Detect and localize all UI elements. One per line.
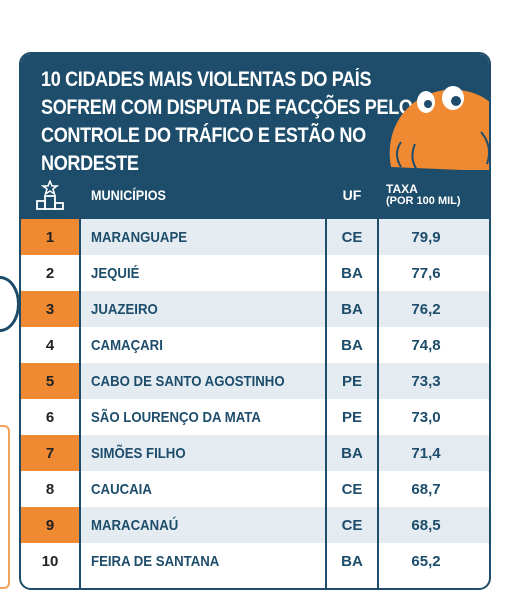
taxa-cell: 73,0 (411, 408, 441, 426)
table-row: 5 CABO DE SANTO AGOSTINHO PE 73,3 (21, 363, 489, 399)
uf-cell: BA (341, 264, 363, 282)
table-row: 4 CAMAÇARI BA 74,8 (21, 327, 489, 363)
municipio-cell: JUAZEIRO (91, 300, 158, 318)
uf-cell: PE (341, 408, 362, 426)
rank-cell: 3 (21, 291, 79, 327)
uf-cell: CE (341, 228, 363, 246)
ranking-card: 10 CIDADES MAIS VIOLENTAS DO PAÍS SOFREM… (19, 52, 491, 590)
municipio-header: MUNICÍPIOS (91, 186, 166, 203)
rank-cell: 1 (21, 219, 79, 255)
municipio-cell: MARANGUAPE (91, 228, 188, 246)
taxa-cell: 71,4 (411, 444, 441, 462)
municipio-cell: SIMÕES FILHO (91, 444, 186, 462)
podium-icon (36, 179, 64, 210)
table-row: 10 FEIRA DE SANTANA BA 65,2 (21, 543, 489, 579)
municipio-cell: CAUCAIA (91, 480, 152, 498)
taxa-cell: 79,9 (411, 228, 441, 246)
taxa-cell: 74,8 (411, 336, 441, 354)
taxa-cell: 76,2 (411, 300, 441, 318)
municipio-cell: MARACANAÚ (91, 516, 179, 534)
table-row: 8 CAUCAIA CE 68,7 (21, 471, 489, 507)
uf-cell: BA (341, 444, 363, 462)
uf-header: UF (342, 186, 362, 203)
rank-cell: 8 (45, 480, 55, 498)
uf-cell: CE (341, 480, 363, 498)
rank-header (21, 170, 79, 219)
table-body: 1 MARANGUAPE CE 79,9 2 JEQUIÉ BA 77,6 3 JUAZEIRO B… (21, 219, 489, 579)
column-divider (377, 170, 379, 588)
uf-cell: BA (341, 552, 363, 570)
taxa-cell: 73,3 (411, 372, 441, 390)
taxa-cell: 68,5 (411, 516, 441, 534)
table-row: 6 SÃO LOURENÇO DA MATA PE 73,0 (21, 399, 489, 435)
table-header: MUNICÍPIOS UF TAXA (POR 100 MIL) (21, 170, 489, 219)
municipio-cell: SÃO LOURENÇO DA MATA (91, 408, 261, 426)
taxa-cell: 77,6 (411, 264, 441, 282)
table-row: 3 JUAZEIRO BA 76,2 (21, 291, 489, 327)
taxa-header-unit: (POR 100 MIL) (386, 194, 461, 207)
rank-cell: 6 (45, 408, 55, 426)
table-row: 2 JEQUIÉ BA 77,6 (21, 255, 489, 291)
uf-cell: BA (341, 300, 363, 318)
municipio-cell: CABO DE SANTO AGOSTINHO (91, 372, 285, 390)
taxa-cell: 68,7 (411, 480, 441, 498)
table-row: 9 MARACANAÚ CE 68,5 (21, 507, 489, 543)
municipio-cell: CAMAÇARI (91, 336, 163, 354)
uf-cell: BA (341, 336, 363, 354)
uf-cell: PE (341, 372, 362, 390)
taxa-header: TAXA (POR 100 MIL) (386, 170, 461, 219)
decorative-frame (0, 425, 10, 589)
table-row: 7 SIMÕES FILHO BA 71,4 (21, 435, 489, 471)
rank-cell: 5 (21, 363, 79, 399)
table-row: 1 MARANGUAPE CE 79,9 (21, 219, 489, 255)
rank-cell: 4 (45, 336, 55, 354)
rank-cell: 9 (21, 507, 79, 543)
page-title: 10 CIDADES MAIS VIOLENTAS DO PAÍS SOFREM… (41, 68, 413, 175)
mascot-illustration (389, 86, 489, 172)
municipio-cell: FEIRA DE SANTANA (91, 552, 220, 570)
uf-cell: CE (341, 516, 363, 534)
decorative-ring (0, 276, 20, 332)
municipio-cell: JEQUIÉ (91, 264, 140, 282)
rank-cell: 10 (41, 552, 59, 570)
rank-cell: 7 (21, 435, 79, 471)
rank-cell: 2 (45, 264, 55, 282)
column-divider (325, 170, 327, 588)
column-divider (79, 170, 81, 588)
taxa-cell: 65,2 (411, 552, 441, 570)
taxa-header-label: TAXA (386, 181, 418, 196)
